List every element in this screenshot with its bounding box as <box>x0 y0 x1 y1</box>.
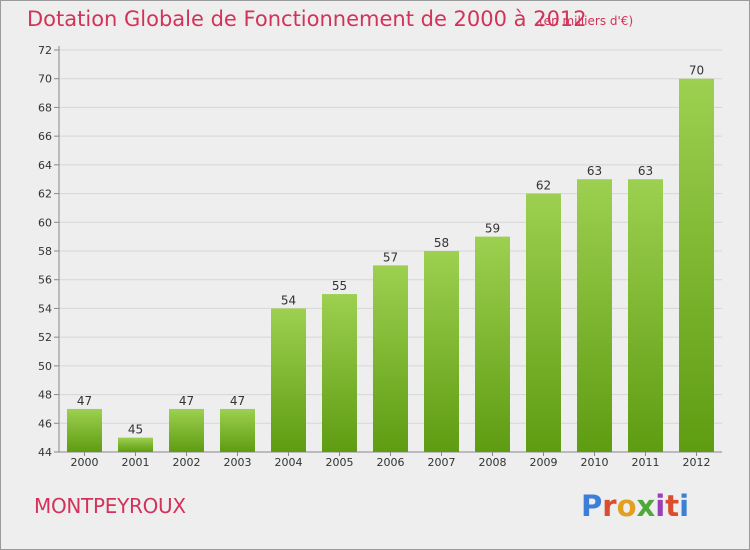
chart-title: Dotation Globale de Fonctionnement de 20… <box>27 7 587 31</box>
data-label: 58 <box>434 236 449 250</box>
logo-letter: x <box>636 489 656 523</box>
logo-letter: P <box>581 489 603 523</box>
bar <box>67 408 102 452</box>
town-name: MONTPEYROUX <box>34 494 186 518</box>
bar <box>628 179 663 452</box>
bar <box>679 78 714 452</box>
x-tick-label: 2010 <box>581 456 609 469</box>
x-tick-label: 2000 <box>71 456 99 469</box>
bar <box>475 236 510 452</box>
y-tick-label: 52 <box>38 331 52 344</box>
logo-letter: i <box>655 489 666 523</box>
proxiti-logo: Proxiti <box>581 489 689 523</box>
x-tick-label: 2003 <box>224 456 252 469</box>
bar <box>220 408 255 452</box>
bar <box>373 265 408 452</box>
bar <box>169 408 204 452</box>
data-label: 45 <box>128 423 143 437</box>
logo-letter: i <box>679 489 690 523</box>
data-label: 63 <box>638 164 653 178</box>
y-tick-label: 68 <box>38 101 52 114</box>
y-tick-label: 56 <box>38 274 52 287</box>
data-label: 57 <box>383 250 398 264</box>
y-tick-label: 62 <box>38 188 52 201</box>
bar <box>118 437 153 452</box>
bar <box>424 251 459 452</box>
y-tick-label: 72 <box>38 44 52 57</box>
data-label: 55 <box>332 279 347 293</box>
y-tick-label: 54 <box>38 302 52 315</box>
x-tick-label: 2002 <box>173 456 201 469</box>
logo-letter: o <box>616 489 637 523</box>
bars <box>67 78 714 453</box>
y-tick-label: 70 <box>38 73 52 86</box>
y-tick-label: 48 <box>38 389 52 402</box>
x-tick-label: 2009 <box>530 456 558 469</box>
data-label: 63 <box>587 164 602 178</box>
data-label: 47 <box>77 394 92 408</box>
x-tick-label: 2012 <box>683 456 711 469</box>
x-tick-label: 2001 <box>122 456 150 469</box>
unit-label: (en milliers d'€) <box>539 14 634 28</box>
logo-letter: t <box>665 489 680 523</box>
x-tick-label: 2008 <box>479 456 507 469</box>
y-tick-label: 46 <box>38 417 52 430</box>
data-label: 47 <box>230 394 245 408</box>
y-tick-label: 44 <box>38 446 52 459</box>
x-tick-label: 2005 <box>326 456 354 469</box>
labels: 44 46 48 50 52 54 56 58 60 62 64 66 68 70 72 47 2000 45 20… <box>38 44 711 469</box>
y-tick-label: 58 <box>38 245 52 258</box>
x-tick-label: 2004 <box>275 456 303 469</box>
data-label: 62 <box>536 179 551 193</box>
y-tick-label: 50 <box>38 360 52 373</box>
y-tick-label: 66 <box>38 130 52 143</box>
y-tick-label: 64 <box>38 159 52 172</box>
data-label: 59 <box>485 222 500 236</box>
data-label: 70 <box>689 64 704 78</box>
data-label: 47 <box>179 394 194 408</box>
x-tick-label: 2007 <box>428 456 456 469</box>
x-tick-label: 2011 <box>632 456 660 469</box>
x-tick-label: 2006 <box>377 456 405 469</box>
bar <box>322 294 357 452</box>
bar <box>271 308 306 452</box>
bar <box>526 193 561 453</box>
logo-letter: r <box>602 489 617 523</box>
bar <box>577 179 612 452</box>
data-label: 54 <box>281 293 296 307</box>
y-tick-label: 60 <box>38 216 52 229</box>
